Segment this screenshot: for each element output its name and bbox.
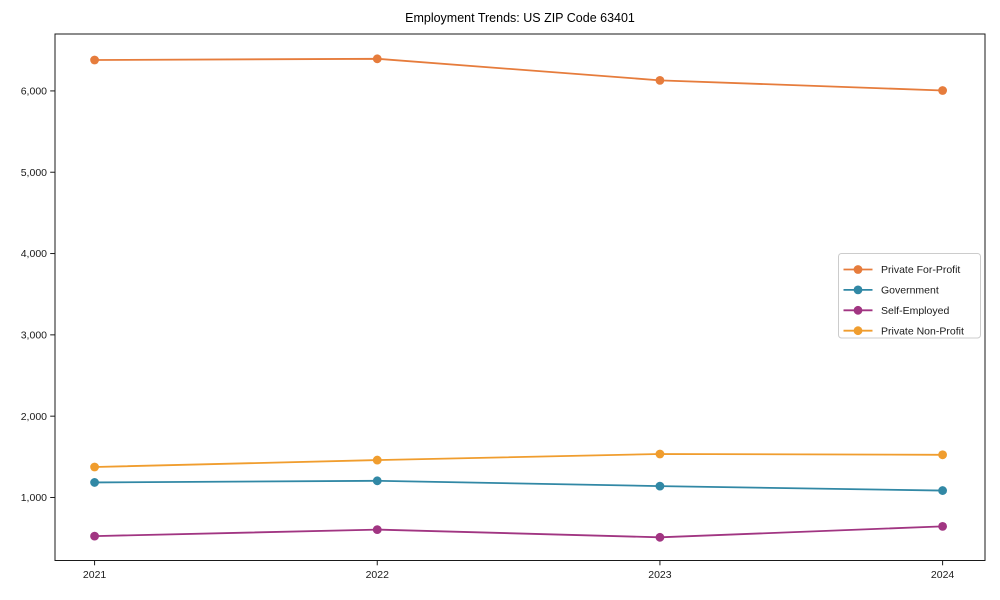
legend-label-government: Government xyxy=(881,285,939,297)
y-tick-label: 6,000 xyxy=(21,86,47,98)
legend-entry-private-for-profit: Private For-Profit xyxy=(843,264,960,276)
series-marker-private-non-profit xyxy=(372,455,382,465)
series-line-private-non-profit xyxy=(93,453,944,468)
y-axis: 1,000 2,000 3,000 4,000 5,000 6,000 xyxy=(21,86,55,504)
y-tick-label: 3,000 xyxy=(21,330,47,342)
series-marker-government xyxy=(90,478,99,487)
series-marker-private-non-profit xyxy=(938,450,947,460)
x-tick-label: 2024 xyxy=(931,569,955,581)
series-marker-private-non-profit xyxy=(655,449,665,459)
y-tick-label: 1,000 xyxy=(21,492,47,504)
y-tick-label: 5,000 xyxy=(21,167,47,179)
series-marker-government xyxy=(372,476,382,486)
series-marker-private-for-profit xyxy=(90,55,99,65)
series-marker-private-non-profit xyxy=(90,462,99,472)
series-self-employed xyxy=(90,521,947,542)
x-axis: 2021 2022 2023 2024 xyxy=(83,560,955,581)
legend-box xyxy=(838,253,981,339)
series-marker-self-employed xyxy=(655,532,665,542)
series-marker-government xyxy=(938,486,947,495)
chart-title: Employment Trends: US ZIP Code 63401 xyxy=(405,11,635,25)
series-marker-private-for-profit xyxy=(938,86,947,95)
series-marker-private-for-profit xyxy=(655,75,665,85)
series-line-self-employed xyxy=(93,525,944,539)
legend-entry-government: Government xyxy=(843,285,939,297)
series-private-non-profit xyxy=(90,449,947,472)
legend-entry-private-non-profit: Private Non-Profit xyxy=(843,325,964,337)
legend-label-private-non-profit: Private Non-Profit xyxy=(881,325,964,337)
x-tick-label: 2023 xyxy=(648,569,672,581)
legend-sample-marker xyxy=(853,265,863,274)
legend: Private For-Profit Government Self-Employe… xyxy=(838,253,981,339)
legend-entry-self-employed: Self-Employed xyxy=(843,305,949,317)
y-tick-label: 4,000 xyxy=(21,248,47,260)
legend-sample-marker xyxy=(853,305,863,315)
series-marker-self-employed xyxy=(90,531,99,541)
legend-label-self-employed: Self-Employed xyxy=(881,305,949,317)
series-private-for-profit xyxy=(90,54,947,95)
series-line-private-for-profit xyxy=(93,57,944,92)
x-tick-label: 2022 xyxy=(366,569,390,581)
legend-label-private-for-profit: Private For-Profit xyxy=(881,264,960,276)
series-line-government xyxy=(93,479,944,492)
series-marker-government xyxy=(655,481,665,491)
y-tick-label: 2,000 xyxy=(21,411,47,423)
x-tick-label: 2021 xyxy=(83,569,107,581)
series-marker-private-for-profit xyxy=(372,54,382,64)
series-marker-self-employed xyxy=(372,525,382,535)
series-marker-self-employed xyxy=(938,521,947,531)
legend-sample-marker xyxy=(853,285,863,295)
plot-frame xyxy=(54,33,986,561)
series-government xyxy=(90,476,947,495)
legend-sample-marker xyxy=(853,326,863,336)
